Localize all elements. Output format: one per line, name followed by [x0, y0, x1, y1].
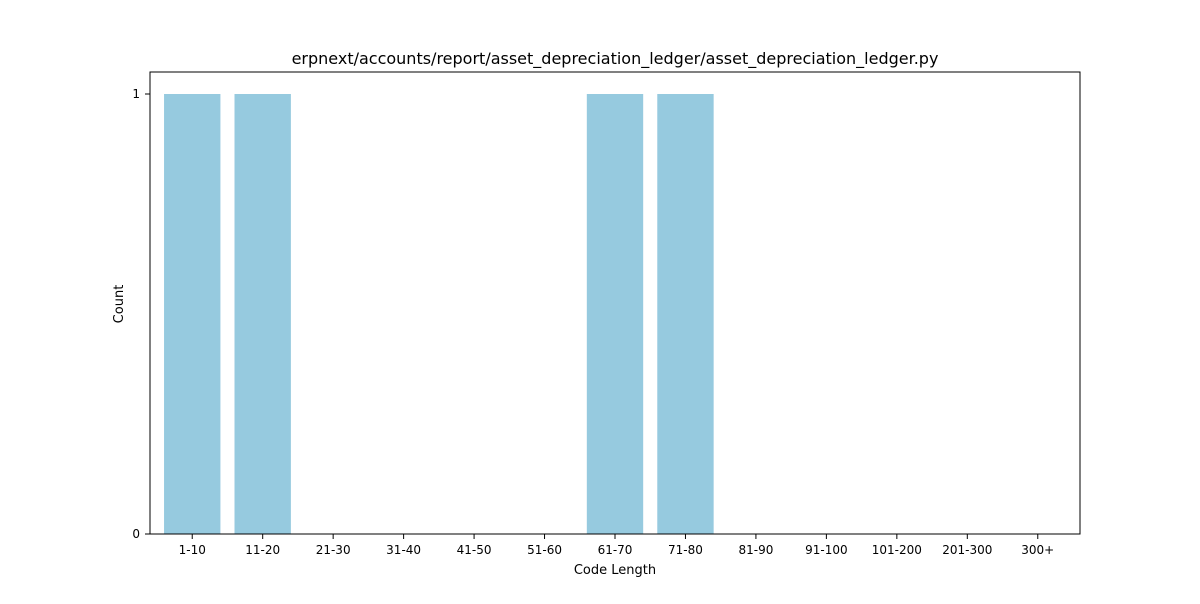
bar-1-10 — [164, 94, 221, 534]
x-tick-label: 71-80 — [668, 543, 703, 557]
x-tick-label: 91-100 — [805, 543, 848, 557]
x-tick-label: 11-20 — [245, 543, 280, 557]
x-tick-label: 81-90 — [738, 543, 773, 557]
y-tick-label: 1 — [132, 87, 140, 101]
bars-layer — [164, 94, 714, 534]
x-tick-label: 51-60 — [527, 543, 562, 557]
y-axis-label: Count — [112, 285, 127, 324]
x-tick-label: 1-10 — [179, 543, 206, 557]
x-tick-label: 300+ — [1021, 543, 1054, 557]
bar-71-80 — [657, 94, 714, 534]
x-tick-label: 61-70 — [598, 543, 633, 557]
y-tick-label: 0 — [132, 527, 140, 541]
chart-title: erpnext/accounts/report/asset_depreciati… — [292, 49, 939, 69]
x-tick-label: 31-40 — [386, 543, 421, 557]
x-tick-label: 101-200 — [872, 543, 922, 557]
x-tick-label: 21-30 — [316, 543, 351, 557]
x-tick-label: 41-50 — [457, 543, 492, 557]
ticks-layer: 1-10 11-20 21-30 31-40 41-50 51-60 61-70 71-80 8… — [132, 87, 1054, 557]
plot-area-frame — [149, 71, 1081, 535]
x-axis-label: Code Length — [574, 563, 656, 578]
x-tick-label: 201-300 — [942, 543, 992, 557]
bar-11-20 — [234, 94, 291, 534]
bar-61-70 — [586, 94, 644, 534]
